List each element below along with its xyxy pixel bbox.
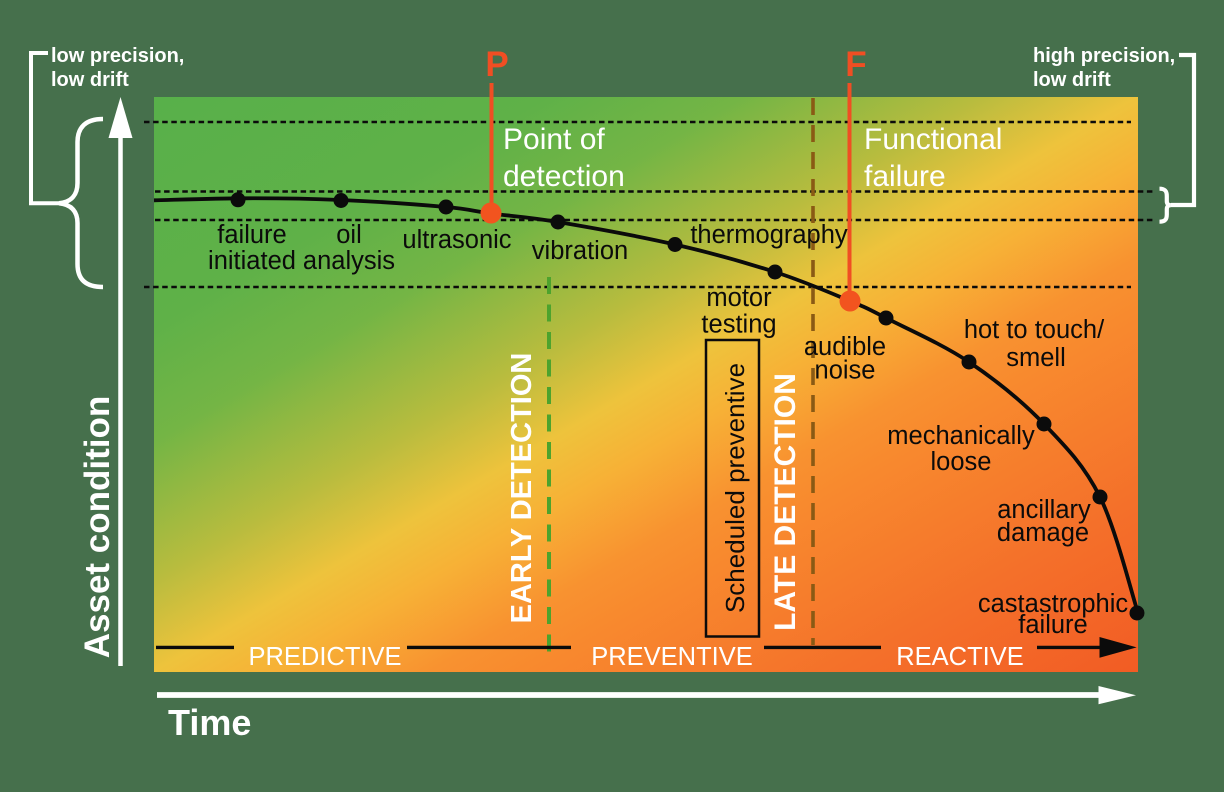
svg-text:Functional: Functional — [864, 123, 1002, 156]
svg-text:analysis: analysis — [303, 247, 395, 275]
svg-text:REACTIVE: REACTIVE — [896, 643, 1024, 671]
svg-text:mechanically: mechanically — [887, 422, 1035, 450]
svg-text:Time: Time — [168, 702, 251, 743]
svg-text:noise: noise — [815, 357, 876, 385]
svg-text:smell: smell — [1006, 344, 1066, 372]
svg-text:EARLY DETECTION: EARLY DETECTION — [506, 353, 538, 624]
svg-text:Point of: Point of — [503, 123, 605, 156]
svg-text:P: P — [485, 45, 508, 84]
svg-text:motor: motor — [706, 284, 772, 312]
svg-text:PREDICTIVE: PREDICTIVE — [248, 643, 401, 671]
svg-text:low drift: low drift — [1033, 69, 1111, 91]
svg-text:LATE DETECTION: LATE DETECTION — [769, 373, 802, 631]
svg-text:castastrophic: castastrophic — [978, 590, 1128, 618]
svg-text:thermography: thermography — [690, 221, 848, 249]
svg-text:testing: testing — [701, 311, 776, 339]
svg-text:initiated: initiated — [208, 247, 296, 275]
svg-text:failure: failure — [1018, 611, 1087, 639]
svg-text:low drift: low drift — [51, 69, 129, 91]
svg-text:damage: damage — [997, 519, 1089, 547]
svg-text:Scheduled preventive: Scheduled preventive — [720, 363, 750, 613]
svg-text:failure: failure — [217, 221, 286, 249]
svg-text:PREVENTIVE: PREVENTIVE — [591, 643, 753, 671]
svg-text:hot to touch/: hot to touch/ — [964, 316, 1105, 344]
svg-text:ultrasonic: ultrasonic — [402, 226, 511, 254]
svg-text:high precision,: high precision, — [1033, 45, 1175, 67]
svg-text:vibration: vibration — [532, 237, 628, 265]
svg-text:oil: oil — [336, 221, 362, 249]
svg-text:loose: loose — [931, 448, 992, 476]
svg-text:failure: failure — [864, 160, 946, 193]
svg-text:low precision,: low precision, — [51, 45, 184, 67]
svg-text:ancillary: ancillary — [997, 496, 1091, 524]
svg-text:detection: detection — [503, 160, 625, 193]
svg-text:Asset condition: Asset condition — [78, 396, 117, 659]
svg-text:audible: audible — [804, 333, 886, 361]
svg-text:F: F — [845, 45, 866, 84]
